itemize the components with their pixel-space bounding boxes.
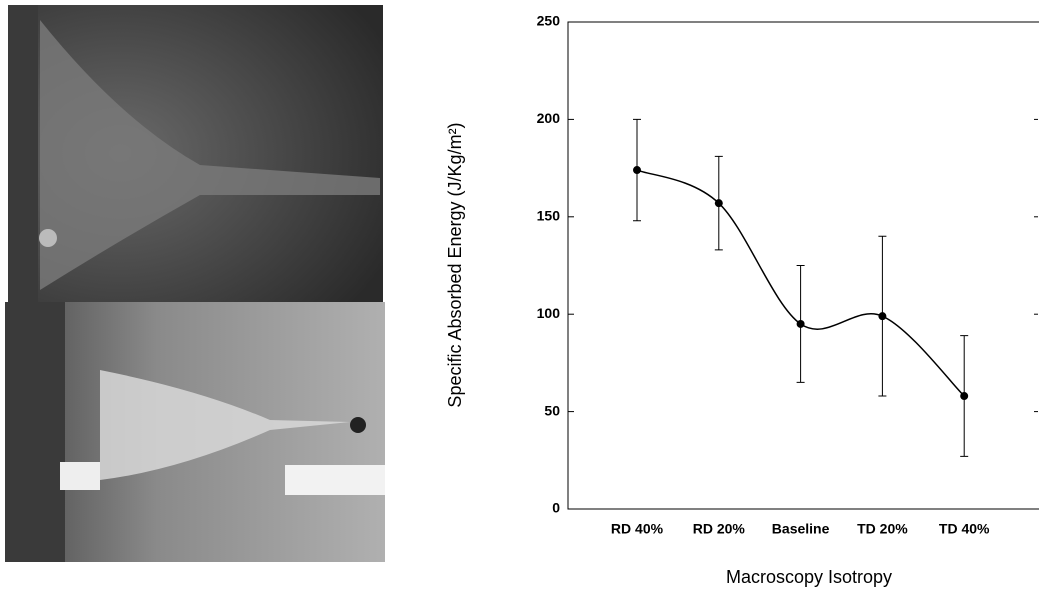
x-tick-label: RD 20% bbox=[693, 521, 746, 537]
photo-top bbox=[8, 5, 383, 302]
photo-bottom bbox=[5, 302, 385, 562]
data-point bbox=[714, 199, 723, 208]
y-axis-label: Specific Absorbed Energy (J/Kg/m²) bbox=[445, 122, 465, 407]
x-tick-label: RD 40% bbox=[611, 521, 664, 537]
y-tick-label: 250 bbox=[537, 13, 561, 29]
data-point bbox=[796, 319, 805, 328]
x-tick-label: TD 20% bbox=[857, 521, 908, 537]
data-point bbox=[633, 166, 641, 175]
y-tick-label: 0 bbox=[552, 500, 560, 516]
data-point bbox=[878, 312, 887, 321]
y-tick-label: 200 bbox=[537, 110, 561, 126]
y-tick-label: 100 bbox=[537, 305, 561, 321]
y-tick-label: 150 bbox=[537, 208, 561, 224]
x-tick-label: Baseline bbox=[772, 521, 830, 537]
x-axis-label: Macroscopy Isotropy bbox=[726, 567, 892, 587]
y-tick-label: 50 bbox=[544, 402, 560, 418]
plot-frame bbox=[567, 21, 1039, 510]
x-tick-label: TD 40% bbox=[939, 521, 990, 537]
data-point bbox=[960, 392, 969, 401]
